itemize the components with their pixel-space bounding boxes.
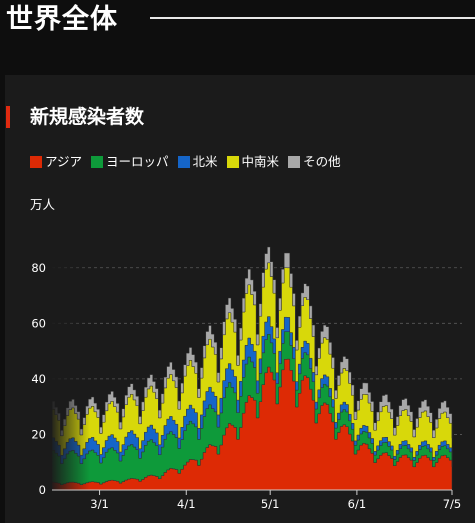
chart-legend: アジア ヨーロッパ 北米 中南米 その他 [30,152,350,172]
section-title: 新規感染者数 [30,106,145,128]
legend-swatch-other [288,156,301,168]
x-tick-label-2: 5/1 [261,497,280,511]
page-header: 世界全体 [0,0,475,40]
y-tick-label-80: 80 [31,261,46,275]
y-axis-unit-label: 万人 [30,197,56,212]
legend-swatch-north-america [177,156,190,168]
x-tick-label-1: 4/1 [177,497,196,511]
legend-label-north-america: 北米 [192,154,218,169]
y-tick-label-20: 20 [31,427,46,441]
y-tick-label-40: 40 [31,372,46,386]
y-tick-label-60: 60 [31,316,46,330]
y-tick-label-0: 0 [39,483,46,497]
section-accent-bar [6,106,10,128]
x-tick-label-4: 7/5 [443,497,462,511]
legend-swatch-asia [30,156,42,168]
legend-item-europe: ヨーロッパ [91,153,169,171]
left-fade-overlay [50,220,90,490]
legend-label-latin-america: 中南米 [241,154,280,169]
legend-item-other: その他 [288,153,341,171]
legend-label-europe: ヨーロッパ [106,154,169,169]
header-divider [150,17,475,19]
page-title: 世界全体 [6,4,118,35]
legend-label-other: その他 [303,154,341,169]
legend-swatch-europe [91,156,104,168]
legend-item-north-america: 北米 [177,153,218,171]
legend-label-asia: アジア [45,154,83,169]
area-series-other [51,246,453,439]
legend-item-asia: アジア [30,153,82,171]
legend-item-latin-america: 中南米 [226,153,280,171]
x-tick-label-3: 6/1 [348,497,367,511]
x-tick-label-0: 3/1 [90,497,109,511]
legend-swatch-latin-america [226,156,239,168]
